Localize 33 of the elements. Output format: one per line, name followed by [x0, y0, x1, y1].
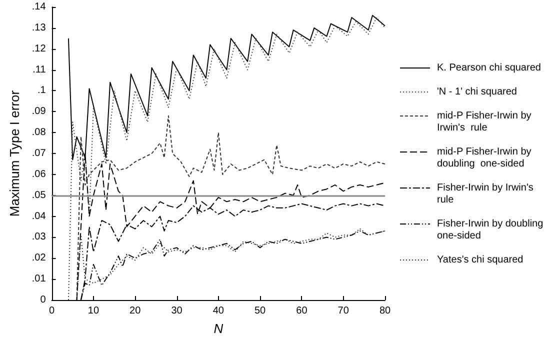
x-tick-label: 80: [379, 306, 391, 316]
legend-label: K. Pearson chi squared: [437, 62, 541, 74]
legend-label: mid-P Fisher-Irwin by Irwin's rule: [437, 110, 534, 134]
y-tick-label: .04: [32, 210, 46, 222]
y-tick-label: .12: [32, 43, 46, 54]
legend-label: Yates's chi squared: [437, 254, 524, 266]
y-tick-label: .07: [32, 148, 46, 159]
x-tick-label: 20: [130, 306, 142, 316]
y-tick-label: .13: [32, 22, 46, 34]
legend-label: mid-P Fisher-Irwin by doubling one-sided: [437, 146, 534, 170]
x-tick-label: 40: [212, 306, 224, 316]
y-tick-label: .05: [32, 190, 46, 201]
x-axis-title: N: [214, 321, 224, 336]
y-tick-label: .14: [32, 2, 46, 12]
y-tick-label: .09: [32, 106, 46, 118]
y-tick-label: .03: [32, 232, 46, 243]
legend-label: 'N - 1' chi squared: [437, 86, 517, 98]
legend-label: Fisher-Irwin by Irwin's rule: [437, 182, 536, 206]
x-tick-label: 0: [49, 306, 56, 316]
x-tick-label: 30: [171, 306, 183, 316]
y-tick-label: .1: [37, 85, 46, 96]
y-tick-label: .01: [32, 274, 46, 285]
x-tick-label: 50: [254, 306, 266, 316]
y-tick-label: .11: [32, 64, 46, 76]
y-tick-label: .02: [32, 252, 46, 264]
x-tick-label: 60: [296, 306, 308, 316]
y-tick-label: .08: [32, 127, 46, 138]
y-tick-label: .06: [32, 168, 46, 180]
y-tick-label: 0: [40, 294, 46, 306]
y-axis-title: Maximum Type I error: [7, 90, 22, 217]
legend-label: Fisher-Irwin by doubling one-sided: [437, 218, 546, 242]
x-tick-label: 70: [338, 306, 350, 316]
x-tick-label: 10: [88, 306, 100, 316]
